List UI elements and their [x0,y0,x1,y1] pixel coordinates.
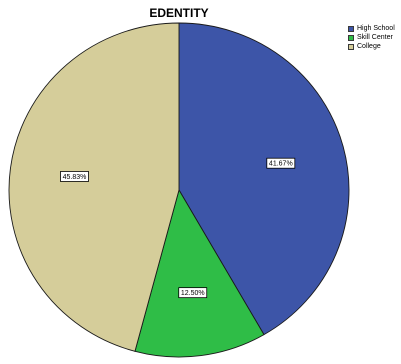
chart-title: EDENTITY [149,6,209,20]
data-label-text-high-school: 41.67% [269,161,293,168]
data-label-box-skill-center [178,287,208,299]
legend-label-high-school: High School [357,25,395,32]
data-label-text-skill-center: 12.50% [181,290,205,297]
legend-label-skill-center: Skill Center [357,34,393,41]
data-label-box-high-school [266,157,296,169]
legend-item-high-school: High School [348,24,395,33]
pie-slice-high-school [178,22,350,336]
pie-slice-college [8,22,180,352]
data-label-high-school: 41.67% [266,157,296,169]
legend-swatch-college [348,43,354,50]
legend-item-college: College [348,42,395,51]
chart-legend: High School Skill Center College [348,24,395,51]
legend-swatch-skill-center [348,34,354,41]
data-label-box-college [60,171,89,182]
legend-swatch-high-school [348,25,354,32]
pie-slices [8,22,350,358]
pie-data-labels: 41.67% 12.50% 45.83% [60,157,296,299]
data-label-college: 45.83% [60,171,89,182]
legend-label-college: College [357,43,381,50]
legend-item-skill-center: Skill Center [348,33,395,42]
pie-slice-skill-center [134,188,265,358]
data-label-skill-center: 12.50% [178,287,208,299]
data-label-text-college: 45.83% [63,174,87,181]
